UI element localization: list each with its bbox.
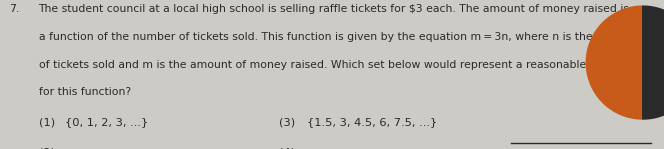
Text: (4): (4) xyxy=(279,148,295,149)
Text: {1.5, 3, 4.5, 6, 7.5, ...}: {1.5, 3, 4.5, 6, 7.5, ...} xyxy=(307,117,437,128)
Text: The student council at a local high school is selling raffle tickets for $3 each: The student council at a local high scho… xyxy=(39,4,629,14)
Text: of tickets sold and m is the amount of money raised. Which set below would repre: of tickets sold and m is the amount of m… xyxy=(39,60,630,70)
Polygon shape xyxy=(643,6,664,119)
Text: 7.: 7. xyxy=(9,4,19,14)
Text: {0, 3, 6, 9, ...}: {0, 3, 6, 9, ...} xyxy=(65,148,148,149)
Text: a function of the number of tickets sold. This function is given by the equation: a function of the number of tickets sold… xyxy=(39,32,638,42)
Text: (1): (1) xyxy=(39,117,54,128)
Text: (3): (3) xyxy=(279,117,295,128)
Text: (2): (2) xyxy=(39,148,54,149)
Polygon shape xyxy=(586,6,643,119)
Text: {...– 2, –1, 0, 1, 2, ...}: {...– 2, –1, 0, 1, 2, ...} xyxy=(307,148,430,149)
Text: {0, 1, 2, 3, ...}: {0, 1, 2, 3, ...} xyxy=(65,117,148,128)
Text: for this function?: for this function? xyxy=(39,87,131,97)
